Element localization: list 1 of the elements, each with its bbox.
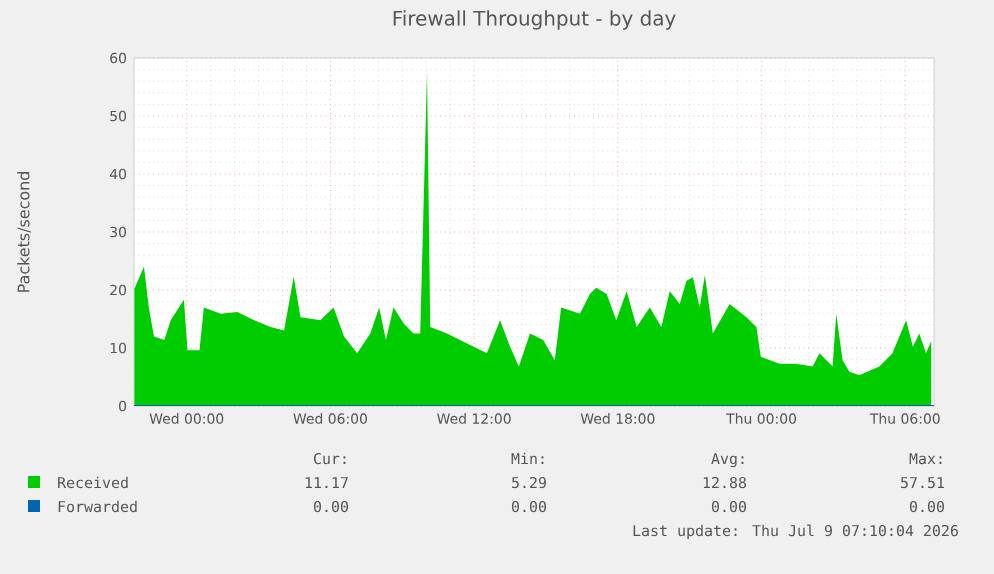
- chart-title: Firewall Throughput - by day: [393, 10, 676, 30]
